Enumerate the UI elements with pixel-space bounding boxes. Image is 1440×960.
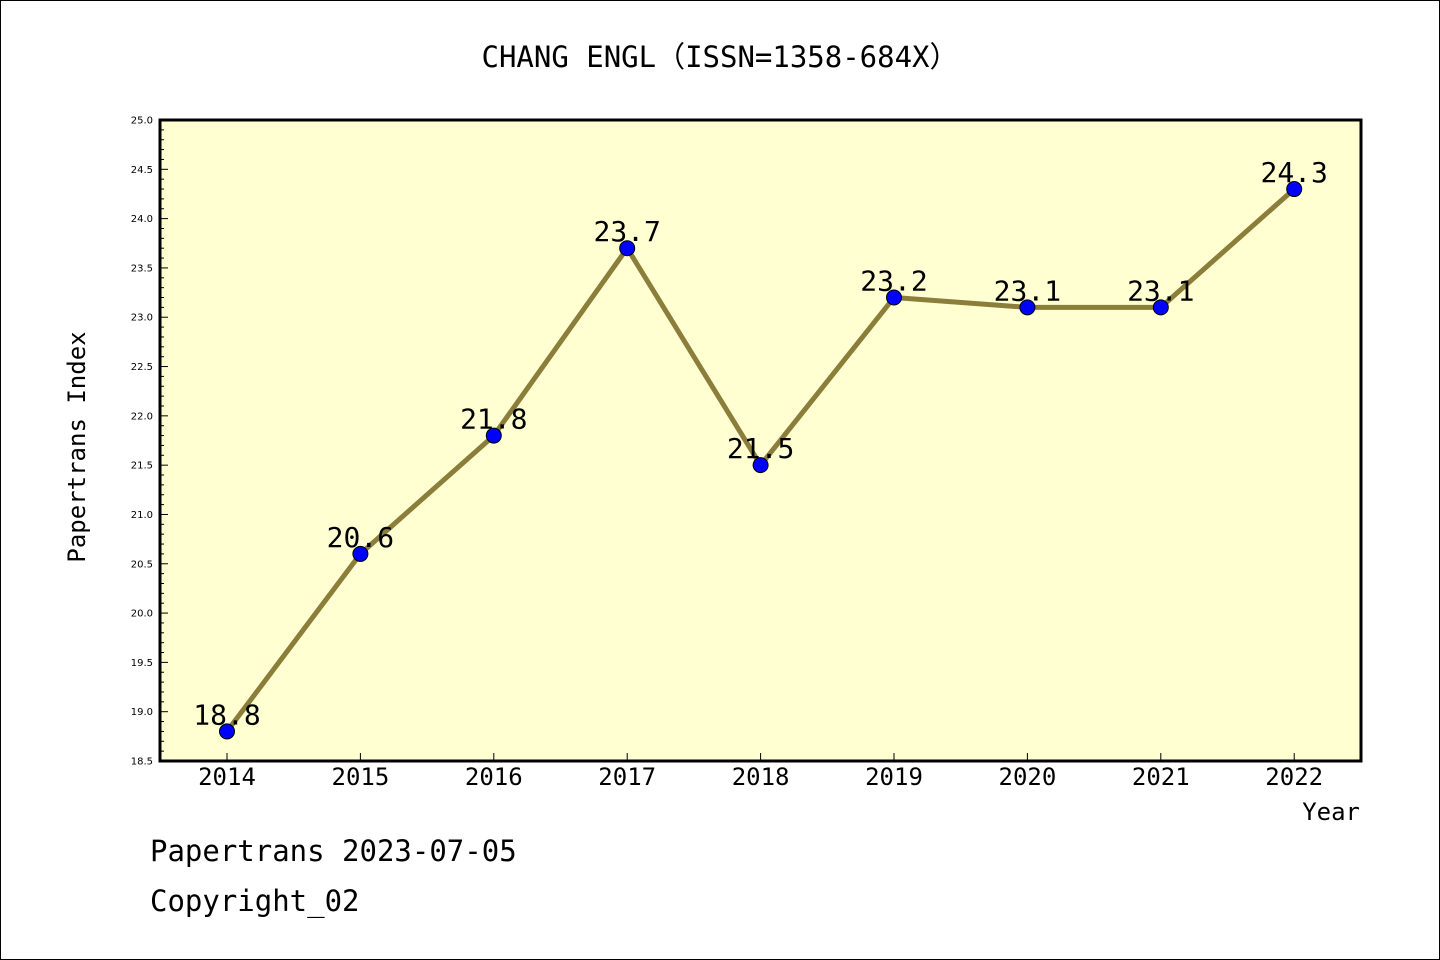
y-tick-label: 23.0 [131,313,153,324]
y-tick-label: 18.5 [131,757,153,768]
y-tick-label: 20.0 [131,609,153,620]
data-labels: 18.8 20.6 21.8 23.7 21.5 23.2 23.1 23.1 24.3 [193,156,1328,731]
y-tick-label: 24.5 [131,165,153,176]
data-label: 23.1 [994,274,1061,307]
footer-date-text: Papertrans 2023-07-05 [150,834,517,868]
y-tick-label: 21.5 [131,461,153,472]
data-label: 20.6 [327,521,394,554]
x-tick-label: 2022 [1265,763,1323,791]
data-label: 21.5 [727,432,794,465]
y-tick-label: 25.0 [131,116,153,127]
plot-area [160,120,1361,761]
data-point [1152,299,1169,316]
y-tick-label: 19.5 [131,658,153,669]
y-axis-label: Papertrans Index [63,331,91,562]
data-points [219,181,1303,740]
plot-border [158,118,1363,763]
data-point [886,289,902,306]
data-label: 23.1 [1127,274,1194,307]
x-tick-label: 2015 [332,763,390,791]
y-tick-label: 22.5 [131,362,153,373]
data-label: 24.3 [1260,156,1327,189]
y-tick-label: 19.0 [131,707,153,718]
data-label: 18.8 [193,698,260,731]
data-point [1286,181,1303,198]
x-axis-ticks: 2014 2015 2016 2017 2018 2019 2020 2021 2022 [198,753,1323,791]
data-point [485,427,502,444]
x-tick-label: 2014 [198,763,256,791]
y-tick-label: 24.0 [131,214,153,225]
data-point [352,545,369,562]
x-tick-label: 2019 [865,763,923,791]
data-point [619,240,636,257]
x-tick-label: 2016 [465,763,523,791]
y-tick-label: 21.0 [131,510,153,521]
y-axis-ticks: 18.5 19.0 19.5 20.0 20.5 21.0 21.5 22.0 22.5 23.0… [131,116,168,768]
x-tick-label: 2021 [1132,763,1190,791]
x-tick-label: 2018 [732,763,790,791]
y-tick-label: 22.0 [131,411,153,422]
x-axis-label: Year [1302,798,1360,826]
data-point [219,723,235,740]
footer-copyright-text: Copyright_02 [150,884,360,918]
x-tick-label: 2020 [999,763,1057,791]
data-label: 23.7 [593,215,660,248]
data-label: 21.8 [460,403,527,436]
data-point [752,457,769,474]
y-tick-label: 20.5 [131,559,153,570]
x-tick-label: 2017 [598,763,656,791]
data-label: 23.2 [860,265,927,298]
chart-title: CHANG ENGL（ISSN=1358-684X） [481,40,958,74]
data-point [1019,299,1036,316]
y-tick-label: 23.5 [131,263,153,274]
